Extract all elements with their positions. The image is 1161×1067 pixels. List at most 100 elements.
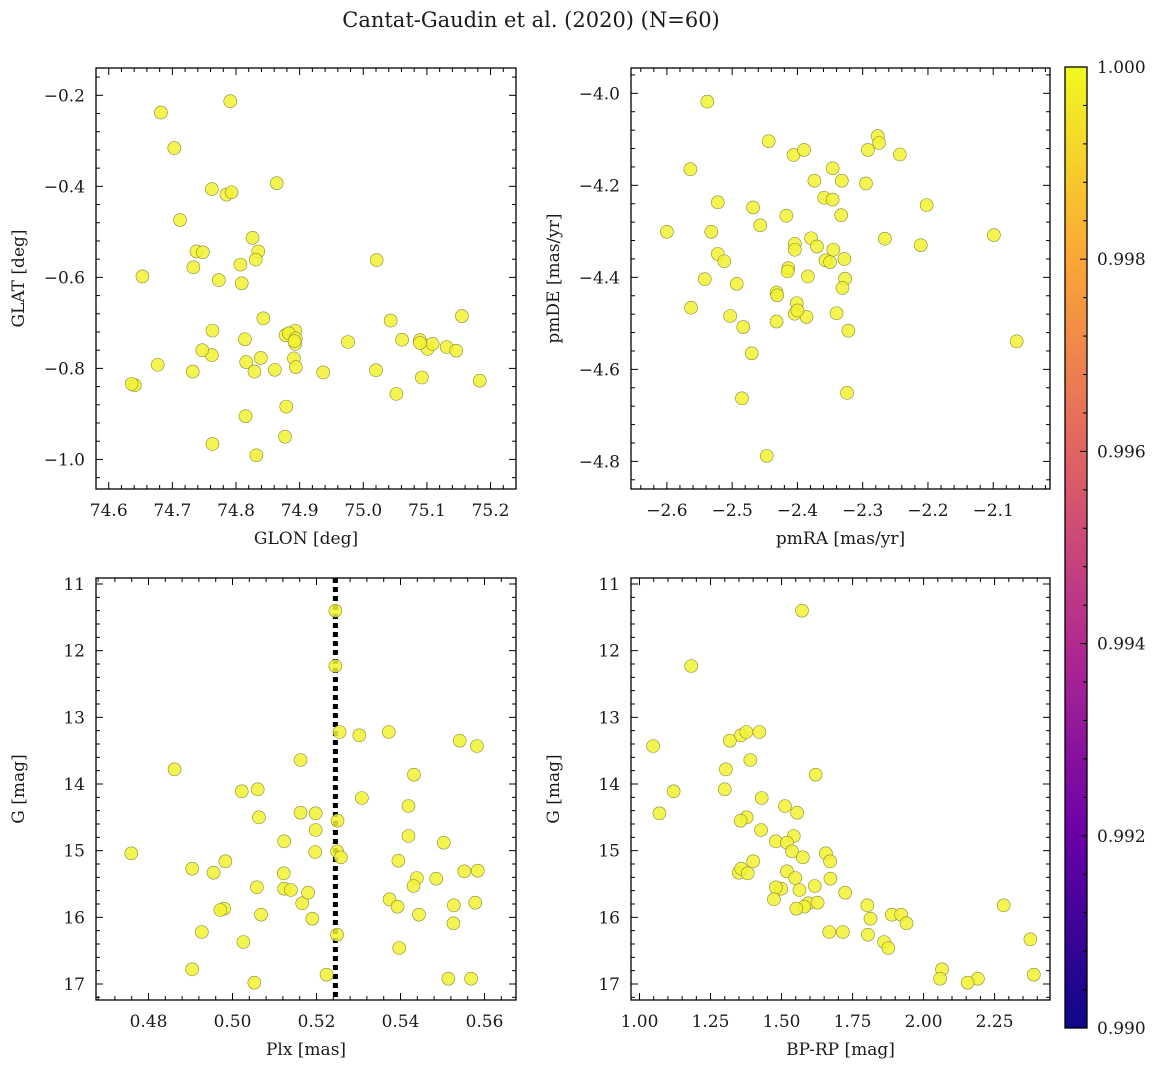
data-point: [401, 829, 416, 843]
data-point: [276, 866, 291, 881]
data-point: [788, 871, 802, 885]
data-point: [960, 975, 975, 990]
data-point: [736, 320, 751, 334]
x-tick-label: −2.5: [712, 501, 753, 521]
data-point: [652, 806, 667, 821]
data-point: [790, 303, 805, 318]
bprp-g-axes-frame: [630, 577, 1051, 1001]
data-point: [212, 273, 226, 287]
bprp-g-x-axis-label: BP-RP [mag]: [786, 1040, 895, 1060]
data-point: [470, 863, 485, 878]
data-point: [341, 335, 355, 349]
y-tick-label: −4.8: [579, 452, 620, 472]
data-point: [447, 898, 461, 913]
data-point: [723, 733, 737, 748]
y-tick-label: −0.4: [44, 177, 85, 197]
data-point: [167, 762, 182, 777]
data-point: [124, 377, 139, 391]
data-point: [305, 911, 320, 926]
data-point: [455, 309, 469, 323]
data-point: [697, 272, 712, 286]
data-point: [1027, 967, 1041, 982]
data-point: [173, 213, 187, 227]
data-point: [881, 941, 896, 955]
data-point: [711, 195, 725, 210]
x-tick-label: 1.00: [621, 1012, 659, 1032]
data-point: [792, 883, 807, 897]
data-point: [863, 911, 878, 926]
data-point: [878, 231, 892, 246]
data-point: [719, 762, 733, 777]
data-point: [205, 323, 220, 338]
data-point: [717, 782, 732, 797]
data-point: [415, 370, 429, 385]
y-tick-label: 16: [63, 908, 85, 928]
data-point: [836, 925, 850, 939]
data-point: [284, 883, 298, 897]
data-point: [441, 971, 456, 986]
data-point: [835, 281, 850, 295]
y-tick-label: 14: [63, 775, 85, 795]
x-tick-label: 0.50: [214, 1012, 252, 1032]
colorbar-tick-label: 0.996: [1097, 442, 1146, 462]
data-point: [328, 603, 343, 618]
colorbar-tick-label: 0.994: [1097, 635, 1146, 655]
x-tick-label: 74.7: [153, 501, 191, 521]
glon-glat-panel: 74.6 74.7 74.8 74.9 75.0 75.1 75.2 −1.0 −0.8 −0.6…: [9, 67, 517, 549]
pmra-pmde-y-axis-label: pmDE [mas/yr]: [544, 213, 564, 343]
data-point: [452, 733, 467, 748]
x-tick-label: 75.1: [408, 501, 446, 521]
y-tick-label: −0.2: [44, 86, 85, 106]
data-point: [293, 805, 308, 820]
data-point: [449, 343, 463, 358]
data-point: [330, 927, 344, 942]
x-tick-label: 74.8: [217, 501, 255, 521]
data-point: [913, 238, 928, 252]
data-point: [248, 252, 263, 267]
x-tick-label: −2.6: [646, 501, 687, 521]
data-point: [770, 288, 784, 303]
data-point: [723, 309, 738, 323]
data-point: [195, 343, 210, 357]
y-tick-label: −0.6: [44, 268, 85, 288]
data-point: [470, 739, 484, 753]
data-point: [429, 871, 444, 886]
data-point: [801, 269, 815, 284]
y-tick-label: 15: [598, 842, 620, 862]
data-point: [352, 728, 367, 743]
data-point: [234, 784, 249, 799]
data-point: [826, 242, 841, 257]
data-point: [841, 323, 856, 338]
data-point: [301, 885, 315, 900]
data-point: [381, 725, 396, 739]
x-tick-label: 1.50: [763, 1012, 801, 1032]
data-point: [224, 185, 239, 200]
data-point: [834, 208, 848, 223]
colorbar-tick-label: 1.000: [1097, 58, 1146, 78]
data-point: [401, 799, 416, 813]
data-point: [660, 224, 674, 239]
pmra-pmde-x-axis-label: pmRA [mas/yr]: [776, 529, 905, 549]
data-point: [206, 865, 221, 880]
y-tick-label: −1.0: [44, 450, 85, 470]
data-point: [383, 313, 398, 328]
pmra-pmde-panel: −2.6 −2.5 −2.4 −2.3 −2.2 −2.1 −4.8 −4.6 −4.4 −4.2…: [544, 67, 1051, 549]
data-point: [761, 134, 776, 148]
data-point: [743, 753, 758, 767]
data-point: [780, 264, 795, 279]
data-point: [861, 927, 875, 942]
data-point: [334, 850, 348, 865]
data-point: [269, 176, 284, 190]
data-point: [823, 255, 837, 269]
data-point: [124, 846, 139, 861]
colorbar-tick-label: 0.990: [1097, 1019, 1146, 1039]
data-point: [233, 257, 248, 272]
data-point: [987, 228, 1001, 242]
x-tick-label: 75.2: [472, 501, 510, 521]
data-point: [425, 337, 440, 351]
data-point: [355, 791, 369, 805]
data-point: [239, 355, 253, 369]
y-tick-label: −4.6: [579, 360, 620, 380]
data-point: [823, 871, 838, 886]
data-point: [413, 336, 427, 350]
